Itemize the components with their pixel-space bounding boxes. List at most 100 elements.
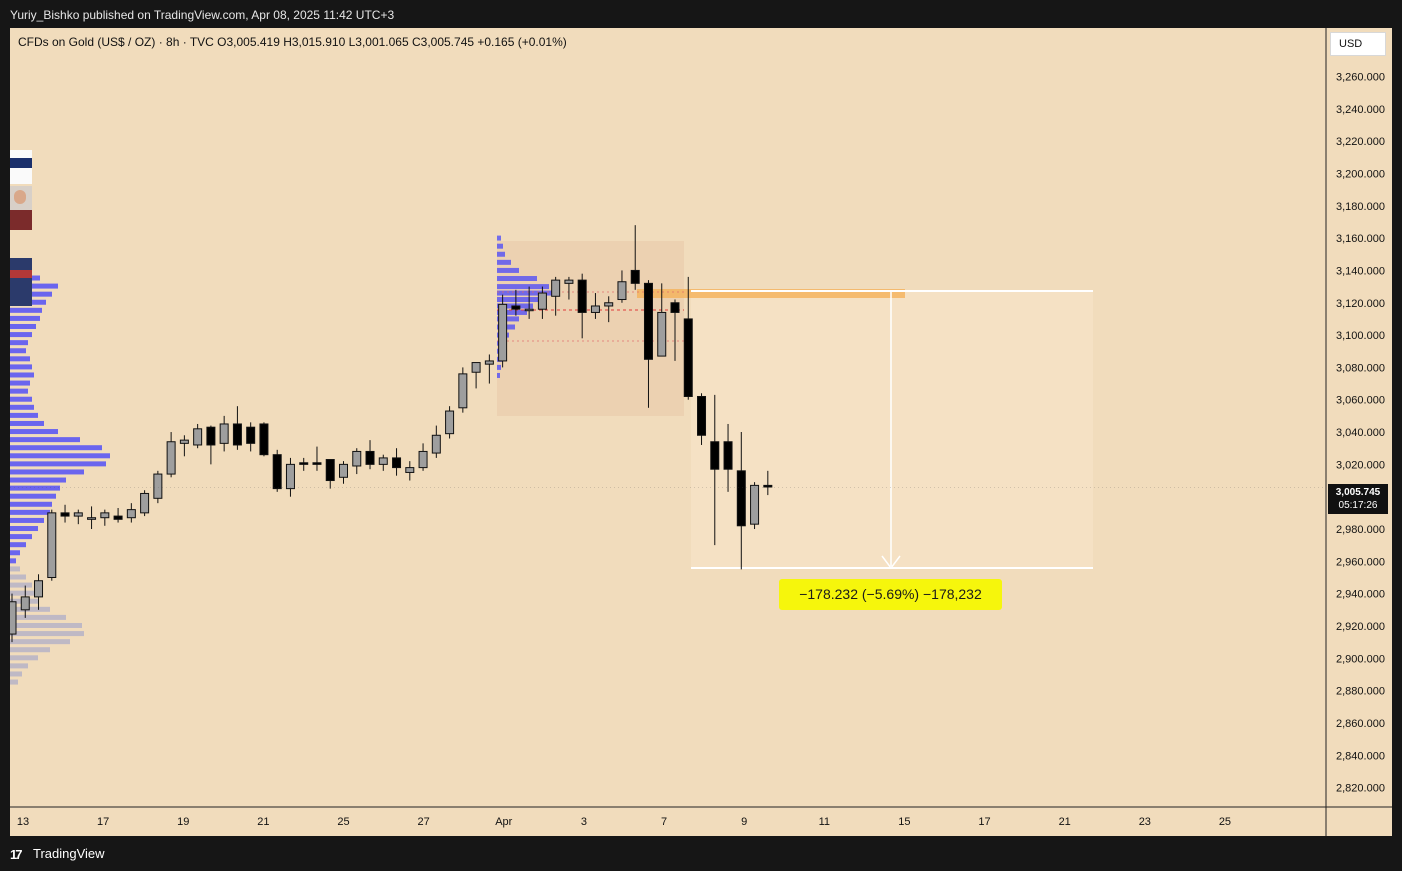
candle-bull[interactable] [484, 360, 494, 365]
candle-bull[interactable] [590, 305, 600, 313]
y-tick-label: 3,140.000 [1336, 265, 1385, 277]
x-tick-label: 11 [819, 816, 830, 828]
candle-bull[interactable] [352, 450, 362, 467]
candle-bear[interactable] [259, 423, 269, 456]
candle-bull[interactable] [458, 373, 468, 409]
candle-bear[interactable] [643, 282, 653, 360]
y-tick-label: 2,820.000 [1336, 783, 1385, 795]
x-axis[interactable]: 13 17 19 21 25 27 Apr 3 7 9 11 15 17 21 23 25 [17, 816, 1231, 828]
candle-bear[interactable] [365, 450, 375, 465]
candle-bull[interactable] [471, 362, 481, 373]
volume-profile-bar [10, 372, 34, 378]
volume-profile-bar [10, 364, 32, 370]
y-tick-label: 2,960.000 [1336, 556, 1385, 568]
candle-bear[interactable] [736, 470, 746, 527]
candle-bull[interactable] [750, 484, 760, 525]
candle-bull[interactable] [445, 410, 455, 435]
candle-bull[interactable] [551, 279, 561, 297]
candle-bear[interactable] [206, 426, 216, 446]
candle-bear[interactable] [232, 423, 242, 446]
volume-profile-left [10, 259, 110, 685]
candle-bull[interactable] [604, 302, 614, 307]
candle-bull[interactable] [20, 596, 30, 611]
candle-bull[interactable] [153, 473, 163, 499]
news-thumbnail-strip [10, 150, 32, 310]
y-axis[interactable]: 2,820.000 2,840.000 2,860.000 2,880.000 2,90… [1336, 39, 1385, 794]
candle-bull[interactable] [179, 439, 189, 444]
candle-bull[interactable] [10, 601, 17, 635]
session-profile-bar [497, 251, 505, 257]
candle-bear[interactable] [511, 305, 521, 310]
x-tick-label: 3 [581, 816, 587, 828]
currency-selector[interactable]: USD [1330, 32, 1386, 56]
volume-profile-bar-muted [10, 606, 50, 612]
candle-bear[interactable] [60, 512, 70, 517]
volume-profile-bar-muted [10, 647, 50, 653]
symbol-info: CFDs on Gold (US$ / OZ) · 8h · TVC O3,00… [18, 35, 567, 49]
candle-bear[interactable] [246, 426, 256, 444]
candle-bull[interactable] [339, 463, 348, 478]
candle-bear[interactable] [577, 279, 587, 313]
candle-bull[interactable] [405, 467, 415, 473]
candle-bull[interactable] [47, 512, 57, 579]
candle-bull[interactable] [126, 509, 136, 519]
session-profile-bar [497, 372, 500, 378]
candle-bull[interactable] [140, 492, 150, 514]
candle-bull[interactable] [537, 292, 547, 310]
candle-bull[interactable] [524, 308, 534, 312]
candle-bear[interactable] [312, 462, 322, 465]
candle-bear[interactable] [697, 395, 707, 436]
candle-bull[interactable] [87, 517, 97, 520]
volume-profile-bar [10, 307, 42, 313]
volume-profile-bar [10, 437, 80, 443]
candle-bull[interactable] [100, 512, 110, 519]
candle-bull[interactable] [219, 423, 229, 444]
candle-bear[interactable] [723, 441, 733, 470]
candle-bear[interactable] [272, 454, 282, 490]
session-profile-bar [497, 276, 537, 282]
x-tick-label: 7 [661, 816, 667, 828]
candle-bear[interactable] [299, 462, 309, 465]
candle-bull[interactable] [193, 428, 203, 446]
candle-bear[interactable] [763, 484, 773, 488]
candle-bear[interactable] [670, 302, 680, 313]
chart-canvas[interactable]: 2,820.000 2,840.000 2,860.000 2,880.000 2,90… [10, 28, 1392, 836]
session-profile-bar [497, 309, 527, 315]
candle-bull[interactable] [418, 450, 428, 469]
x-tick-label: 23 [1139, 816, 1151, 828]
session-profile-bar [497, 267, 519, 273]
candle-bull[interactable] [498, 303, 508, 362]
candle-bear[interactable] [683, 318, 693, 397]
measure-label[interactable]: −178.232 (−5.69%) −178,232 [779, 579, 1002, 610]
candle-bear[interactable] [710, 441, 720, 470]
candle-bear[interactable] [113, 515, 123, 520]
x-tick-label: 15 [898, 816, 910, 828]
volume-profile-bar [10, 509, 50, 515]
measure-area [691, 291, 1093, 568]
candle-bull[interactable] [431, 434, 441, 454]
volume-profile-bar [10, 412, 38, 418]
x-tick-label: 21 [257, 816, 269, 828]
candle-bull[interactable] [34, 580, 44, 598]
publisher-line: Yuriy_Bishko published on TradingView.co… [10, 8, 395, 22]
candle-bull[interactable] [617, 281, 627, 301]
bar-countdown: 05:17:26 [1338, 500, 1378, 511]
chart-frame[interactable]: 2,820.000 2,840.000 2,860.000 2,880.000 2,90… [10, 28, 1392, 836]
y-tick-label: 3,100.000 [1336, 330, 1385, 342]
candle-bull[interactable] [73, 512, 83, 517]
candle-bear[interactable] [392, 457, 402, 469]
candle-bear[interactable] [325, 459, 335, 482]
volume-profile-bar-muted [10, 566, 20, 572]
y-tick-label: 2,860.000 [1336, 718, 1385, 730]
candles-group[interactable] [10, 225, 1326, 643]
volume-profile-bar [10, 348, 26, 354]
candle-bear[interactable] [630, 269, 640, 284]
candle-bull[interactable] [285, 463, 295, 490]
session-profile-bar [497, 297, 545, 303]
candle-bull[interactable] [378, 457, 388, 465]
candle-bull[interactable] [166, 441, 176, 475]
volume-profile-bar-muted [10, 663, 28, 669]
candle-bull[interactable] [657, 311, 667, 357]
x-tick-label: 21 [1059, 816, 1071, 828]
candle-bull[interactable] [564, 279, 574, 284]
